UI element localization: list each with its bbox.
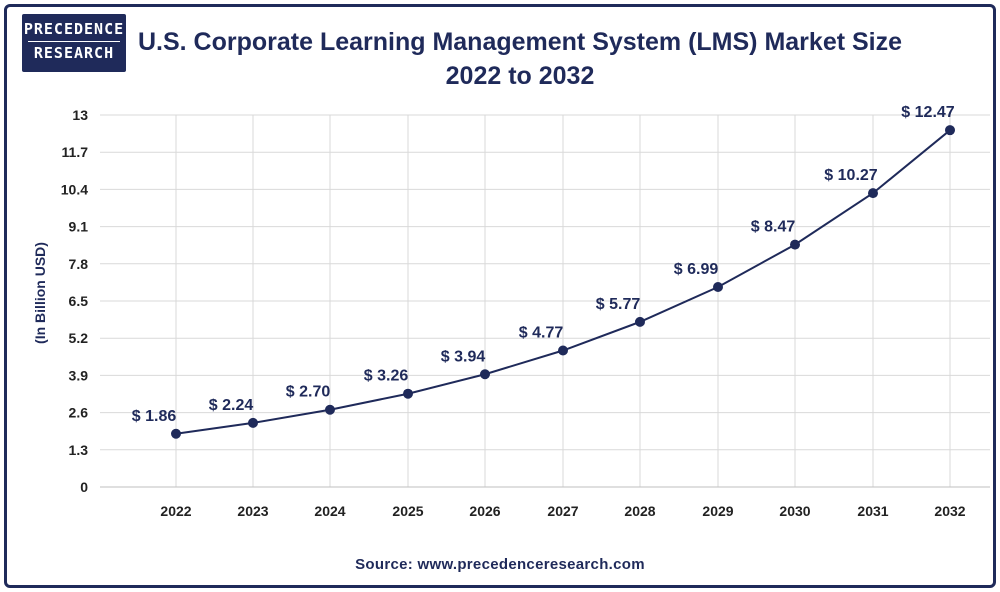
y-tick-label: 7.8 xyxy=(69,256,89,272)
y-axis-ticks: 0 1.3 2.6 3.9 5.2 6.5 7.8 9.1 10.4 11.7 13 xyxy=(61,107,88,495)
data-label: $ 2.24 xyxy=(209,397,254,414)
data-labels: $ 1.86 $ 2.24 $ 2.70 $ 3.26 $ 3.94 $ 4.77 $ 5.… xyxy=(132,104,955,425)
y-tick-label: 13 xyxy=(72,107,88,123)
x-tick-label: 2030 xyxy=(779,503,810,519)
y-tick-label: 2.6 xyxy=(69,405,89,421)
x-tick-label: 2023 xyxy=(237,503,268,519)
chart-frame xyxy=(4,4,996,588)
brand-line1: PRECEDENCE xyxy=(23,20,125,38)
x-tick-label: 2032 xyxy=(934,503,965,519)
gridlines xyxy=(100,114,990,488)
data-label: $ 6.99 xyxy=(674,261,719,278)
brand-divider xyxy=(28,41,120,42)
y-tick-label: 11.7 xyxy=(62,144,89,160)
data-label: $ 3.94 xyxy=(441,348,486,365)
series-group xyxy=(171,125,955,439)
data-label: $ 1.86 xyxy=(132,408,177,425)
data-point xyxy=(945,125,955,136)
y-tick-label: 9.1 xyxy=(69,219,89,235)
data-point xyxy=(868,188,878,199)
x-tick-label: 2028 xyxy=(624,503,655,519)
x-tick-label: 2026 xyxy=(469,503,500,519)
x-tick-label: 2031 xyxy=(857,503,888,519)
source-note: Source: www.precedenceresearch.com xyxy=(355,556,645,573)
y-tick-label: 3.9 xyxy=(69,367,89,383)
data-label: $ 5.77 xyxy=(596,296,641,313)
data-point xyxy=(713,281,723,292)
data-point xyxy=(635,316,645,327)
x-tick-label: 2022 xyxy=(160,503,191,519)
y-tick-label: 5.2 xyxy=(69,330,89,346)
data-label: $ 2.70 xyxy=(286,384,331,401)
data-point xyxy=(480,369,490,380)
data-point xyxy=(248,417,258,428)
x-axis-ticks: 2022 2023 2024 2025 2026 2027 2028 2029 2030 2031… xyxy=(160,503,965,519)
data-label: $ 8.47 xyxy=(751,219,796,236)
y-tick-label: 1.3 xyxy=(69,442,89,458)
y-axis-label: (In Billion USD) xyxy=(32,242,48,344)
brand-logo: PRECEDENCE RESEARCH xyxy=(22,14,126,72)
data-label: $ 4.77 xyxy=(519,325,564,342)
chart-subtitle: 2022 to 2032 xyxy=(445,62,595,90)
data-label: $ 3.26 xyxy=(364,368,409,385)
x-tick-label: 2027 xyxy=(547,503,578,519)
data-point xyxy=(171,428,181,439)
data-point xyxy=(325,404,335,415)
y-tick-label: 6.5 xyxy=(69,293,89,309)
x-tick-label: 2025 xyxy=(392,503,423,519)
x-tick-label: 2024 xyxy=(314,503,345,519)
data-point xyxy=(558,345,568,356)
data-point xyxy=(403,388,413,399)
data-point xyxy=(790,239,800,250)
y-tick-label: 0 xyxy=(80,479,88,495)
data-label: $ 12.47 xyxy=(901,104,954,121)
chart-title: U.S. Corporate Learning Management Syste… xyxy=(137,28,903,56)
data-label: $ 10.27 xyxy=(824,167,877,184)
y-tick-label: 10.4 xyxy=(61,181,88,197)
x-tick-label: 2029 xyxy=(702,503,733,519)
brand-line2: RESEARCH xyxy=(33,44,115,62)
